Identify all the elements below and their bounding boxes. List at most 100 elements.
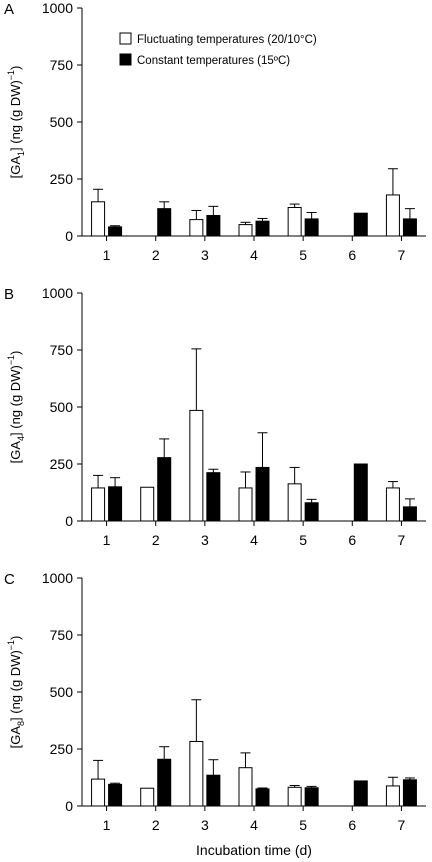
y-tick-label: 500 — [50, 114, 74, 130]
bar-constant — [206, 472, 221, 522]
x-tick-label: 1 — [103, 532, 111, 548]
y-tick-label: 250 — [50, 171, 74, 187]
panel-letter: B — [4, 286, 14, 303]
legend-swatch — [119, 32, 132, 45]
y-axis-label-sub: 4 — [16, 436, 26, 441]
y-axis-label-text: ) — [8, 636, 23, 640]
y-axis-label-sub: 1 — [16, 151, 26, 156]
y-tick-label: 500 — [50, 399, 74, 415]
x-tick-label: 4 — [250, 247, 258, 263]
bar-constant — [157, 758, 172, 807]
x-tick-label: 7 — [398, 532, 406, 548]
y-axis-label: [GA1] (ng (g DW)−1) — [6, 66, 26, 179]
y-tick-label: 0 — [65, 798, 73, 814]
y-axis-label-sup: −1 — [6, 355, 16, 365]
bar-constant — [108, 486, 123, 522]
bar-fluctuating — [91, 487, 106, 522]
bar-constant — [206, 774, 221, 807]
y-tick-label: 750 — [50, 57, 74, 73]
y-axis-label-text: [GA — [8, 726, 23, 749]
panel-letter: C — [4, 571, 15, 588]
legend-swatch — [119, 53, 132, 66]
bar-fluctuating — [91, 201, 106, 237]
x-tick-label: 5 — [299, 247, 307, 263]
y-tick-label: 750 — [50, 627, 74, 643]
legend-label: Constant temperatures (15ºC) — [137, 55, 290, 67]
y-tick-label: 500 — [50, 684, 74, 700]
y-tick-label: 1000 — [42, 570, 73, 586]
y-axis-label-text: [GA — [8, 156, 23, 179]
x-tick-label: 5 — [299, 532, 307, 548]
bar-fluctuating — [287, 207, 302, 237]
x-tick-label: 2 — [152, 817, 160, 833]
x-tick-label: 1 — [103, 817, 111, 833]
bar-constant — [206, 214, 221, 237]
bar-constant — [157, 208, 172, 237]
bar-constant — [108, 783, 123, 807]
x-tick-label: 4 — [250, 532, 258, 548]
y-tick-label: 1000 — [42, 0, 73, 16]
y-axis-label-text: [GA — [8, 441, 23, 464]
bar-constant — [353, 780, 368, 807]
x-tick-label: 3 — [201, 817, 209, 833]
bar-constant — [304, 502, 319, 522]
y-axis-label-text: ] (ng (g DW) — [8, 80, 23, 151]
panel-letter: A — [4, 1, 14, 18]
bar-constant — [255, 788, 270, 807]
x-tick-label: 6 — [348, 247, 356, 263]
bar-fluctuating — [385, 785, 400, 807]
bar-fluctuating — [189, 219, 204, 237]
bar-fluctuating — [287, 786, 302, 807]
y-axis-label-text: ) — [8, 66, 23, 70]
y-tick-label: 1000 — [42, 285, 73, 301]
bar-fluctuating — [189, 740, 204, 807]
x-tick-label: 5 — [299, 817, 307, 833]
bar-constant — [402, 218, 417, 237]
x-tick-label: 2 — [152, 247, 160, 263]
y-tick-label: 0 — [65, 513, 73, 529]
y-axis-label-sup: −1 — [6, 640, 16, 650]
y-tick-label: 250 — [50, 741, 74, 757]
y-axis-label-text: ] (ng (g DW) — [8, 365, 23, 436]
legend-label: Fluctuating temperatures (20/10°C) — [137, 34, 317, 46]
bar-fluctuating — [238, 767, 253, 807]
bar-constant — [255, 220, 270, 237]
bar-fluctuating — [287, 483, 302, 522]
x-tick-label: 7 — [398, 817, 406, 833]
y-tick-label: 750 — [50, 342, 74, 358]
y-axis-label-sup: −1 — [6, 70, 16, 80]
bar-fluctuating — [140, 787, 155, 807]
x-axis-label: Incubation time (d) — [196, 842, 312, 858]
bar-fluctuating — [385, 487, 400, 522]
x-tick-label: 3 — [201, 247, 209, 263]
legend: Fluctuating temperatures (20/10°C) Consta… — [119, 32, 317, 67]
y-axis-label-sub: 8 — [16, 721, 26, 726]
bar-fluctuating — [140, 486, 155, 522]
y-tick-label: 250 — [50, 456, 74, 472]
bar-constant — [255, 466, 270, 522]
bar-fluctuating — [385, 194, 400, 237]
bar-constant — [108, 226, 123, 237]
bar-constant — [304, 218, 319, 237]
bar-constant — [402, 506, 417, 522]
x-tick-label: 4 — [250, 817, 258, 833]
y-axis-label-text: ) — [8, 351, 23, 355]
panel-c: C 0 250 500 750 1000 1 2 3 4 5 6 7 [GA8] (ng (g DW)−1… — [4, 570, 426, 833]
bar-fluctuating — [238, 487, 253, 522]
x-tick-label: 6 — [348, 817, 356, 833]
y-tick-label: 0 — [65, 228, 73, 244]
x-tick-label: 1 — [103, 247, 111, 263]
bar-fluctuating — [238, 224, 253, 237]
y-axis-label-text: ] (ng (g DW) — [8, 650, 23, 721]
x-tick-label: 3 — [201, 532, 209, 548]
bar-constant — [353, 463, 368, 522]
y-axis-label: [GA4] (ng (g DW)−1) — [6, 351, 26, 464]
bar-constant — [157, 457, 172, 522]
x-tick-label: 7 — [398, 247, 406, 263]
bar-constant — [353, 212, 368, 237]
y-axis-label: [GA8] (ng (g DW)−1) — [6, 636, 26, 749]
x-tick-label: 2 — [152, 532, 160, 548]
bar-fluctuating — [91, 778, 106, 807]
bar-constant — [402, 779, 417, 807]
